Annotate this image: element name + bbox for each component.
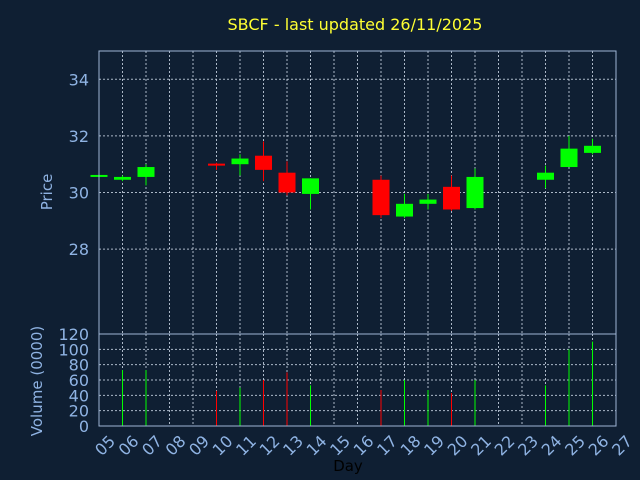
candle-up: [560, 148, 578, 168]
volume-tick-label: 40: [69, 386, 89, 405]
x-axis: 0506070809101112131415161718192021222324…: [91, 432, 636, 460]
candle-down: [372, 179, 390, 216]
candle-up: [466, 176, 484, 209]
volume-tick-label: 120: [58, 325, 89, 344]
candle-up: [137, 167, 155, 177]
candle-up: [396, 203, 413, 217]
volume-frame: [98, 333, 617, 427]
volume-axis-label: Volume (0000): [28, 326, 46, 436]
volume-tick-label: 100: [58, 340, 89, 359]
price-tick-label: 32: [69, 127, 89, 146]
candle-down: [443, 186, 460, 210]
price-tick-label: 30: [69, 184, 89, 203]
candle-up: [419, 199, 437, 204]
price-tick-label: 28: [69, 240, 89, 259]
price-axis-label: Price: [38, 174, 56, 211]
candle-up: [584, 145, 601, 153]
volume-tick-label: 0: [79, 417, 89, 436]
candle-down: [208, 163, 225, 166]
chart-title: SBCF - last updated 26/11/2025: [228, 15, 483, 34]
candle-up: [114, 176, 131, 180]
candle-up: [231, 158, 249, 165]
candle-up: [302, 178, 319, 194]
volume-tick-label: 60: [69, 371, 89, 390]
price-tick-label: 34: [69, 70, 89, 89]
candle-up: [537, 172, 554, 180]
candle-down: [278, 172, 296, 193]
candle-down: [255, 155, 272, 170]
volume-tick-label: 20: [69, 402, 89, 421]
price-panel: 28 30 32 34: [69, 50, 617, 335]
volume-tick-label: 80: [69, 356, 89, 375]
x-axis-label: Day: [333, 457, 363, 475]
x-tick-label: 27: [608, 432, 636, 460]
